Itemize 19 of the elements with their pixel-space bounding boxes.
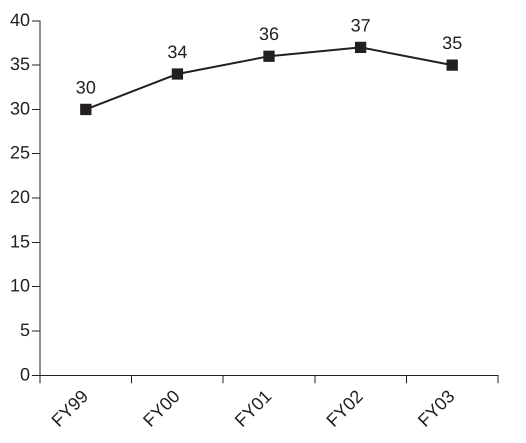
data-label: 34 (167, 42, 188, 62)
point (263, 50, 275, 62)
point (354, 42, 366, 54)
y-tick-label: 10 (10, 276, 30, 296)
y-tick-label: 30 (10, 98, 30, 118)
point (446, 59, 458, 71)
y-tick-label: 15 (10, 231, 30, 252)
y-tick-label: 20 (10, 187, 30, 208)
data-label: 35 (442, 33, 462, 54)
point (172, 68, 184, 80)
y-tick-label: 5 (20, 320, 30, 340)
data-label: 30 (76, 77, 96, 98)
y-tick-label: 25 (10, 142, 30, 163)
point (80, 104, 92, 116)
data-label: 36 (258, 24, 280, 44)
y-tick-label: 40 (10, 10, 30, 30)
data-label: 37 (350, 15, 371, 36)
y-tick-label: 35 (10, 54, 30, 74)
y-tick-label: 0 (20, 364, 30, 384)
